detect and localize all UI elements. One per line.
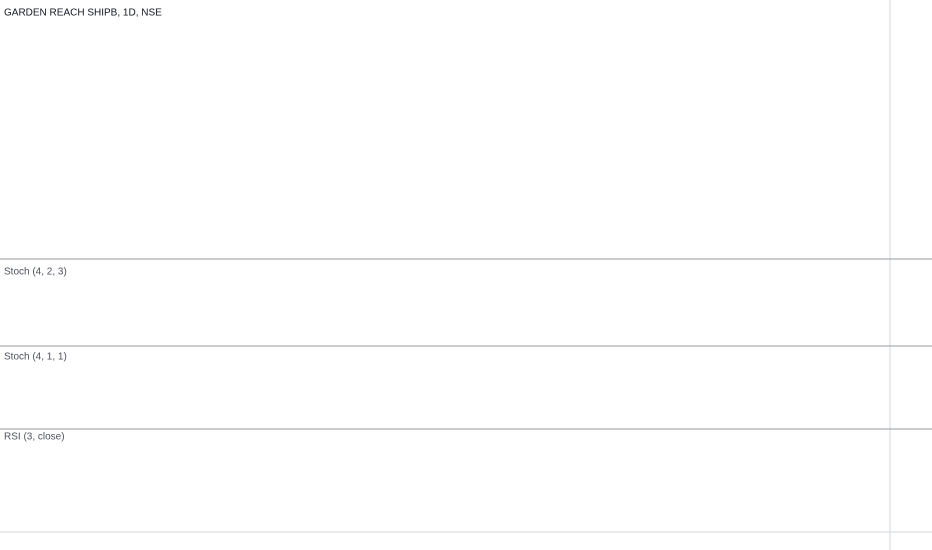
indicator-title: RSI (3, close) [4,432,65,443]
indicator-title: Stoch (4, 2, 3) [4,267,67,278]
indicator-title: Stoch (4, 1, 1) [4,352,67,363]
chart-title: GARDEN REACH SHIPB, 1D, NSE [4,8,162,19]
